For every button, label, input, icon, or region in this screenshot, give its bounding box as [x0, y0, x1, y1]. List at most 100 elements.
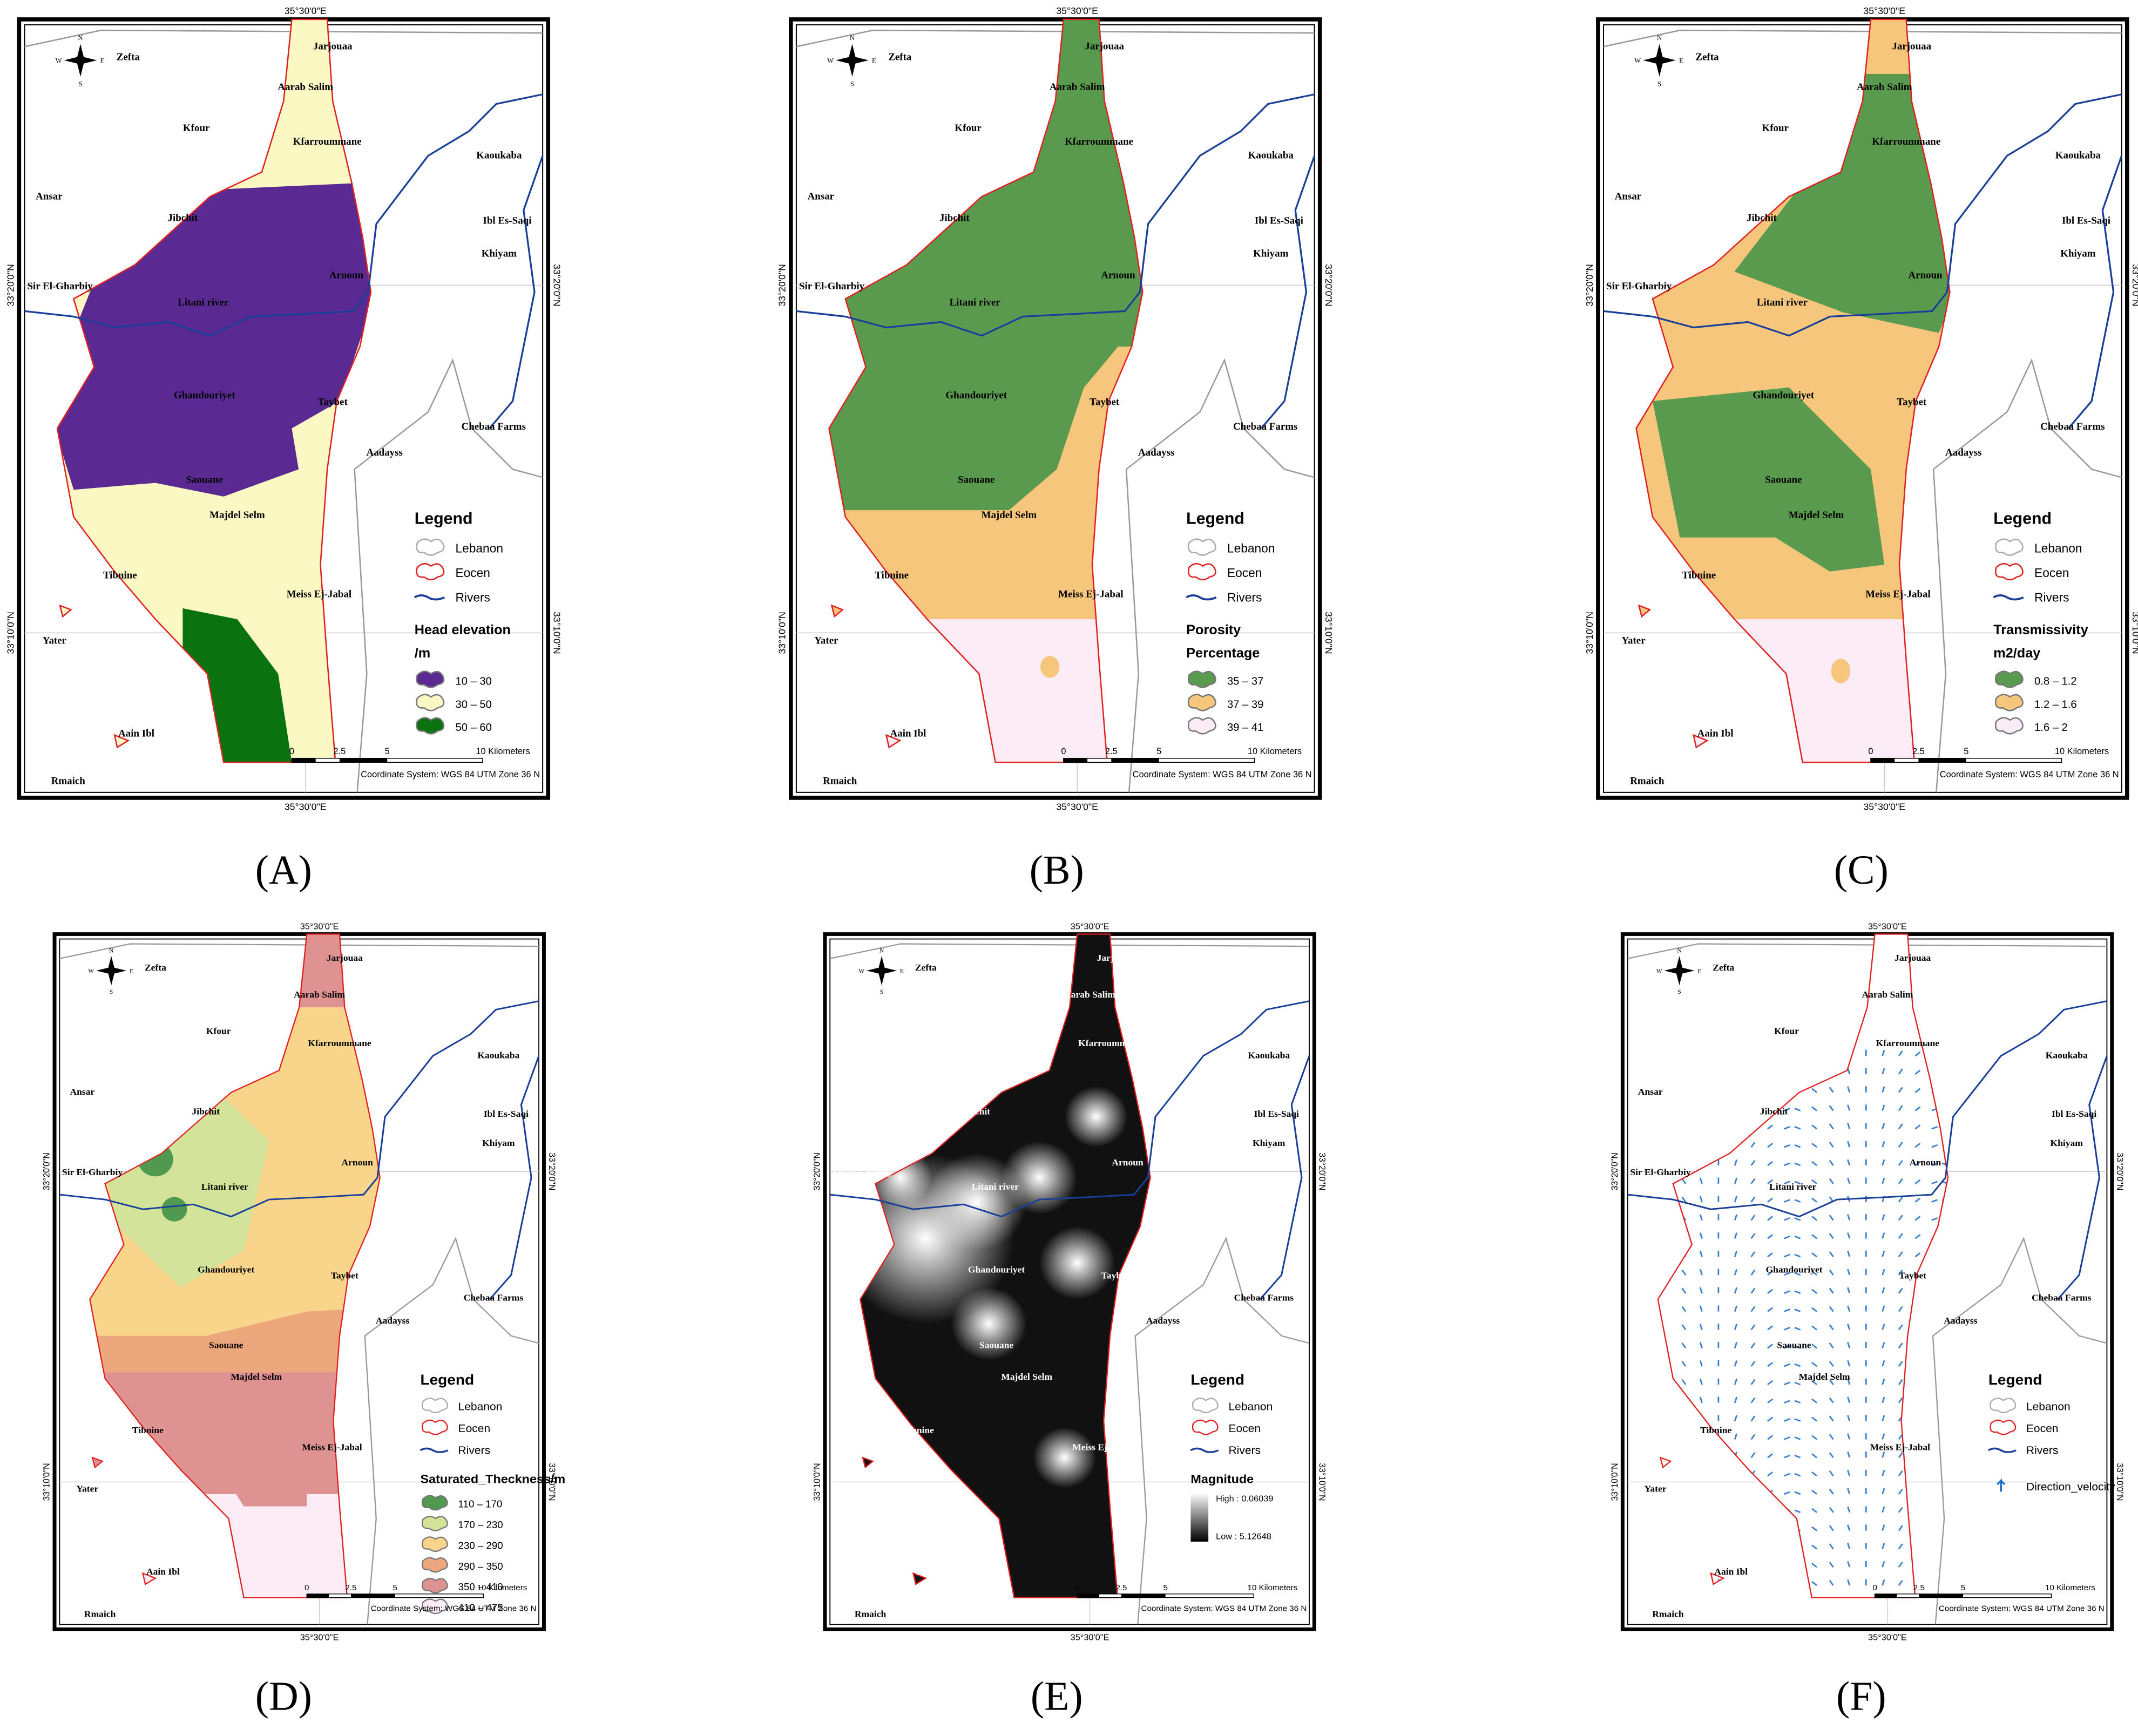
scale-bar — [339, 758, 388, 763]
arrow — [1734, 1433, 1738, 1440]
place-name: Sir El-Gharbiy — [62, 1167, 123, 1177]
place-name: Ghandouriyet — [1765, 1265, 1822, 1275]
compass-letter: E — [900, 968, 904, 975]
place-name: Meiss Ej-Jabal — [1865, 589, 1930, 600]
zone — [1734, 73, 1950, 333]
compass-letter: E — [130, 968, 133, 975]
arrow — [1811, 1380, 1817, 1386]
arrow — [1898, 1123, 1903, 1130]
arrow — [1829, 1397, 1834, 1403]
arrow — [1829, 1251, 1834, 1257]
glow — [1001, 1141, 1078, 1215]
place-name: Aadayss — [1138, 447, 1174, 458]
arrow — [1811, 1307, 1817, 1312]
arrow — [1811, 1088, 1817, 1093]
arrow — [1811, 1143, 1817, 1148]
arrow — [1847, 1433, 1851, 1440]
place-name: Litani river — [201, 1182, 248, 1192]
legend-swatch — [1187, 694, 1216, 711]
legend-swatch — [1990, 1398, 2017, 1413]
legend-item: Eocen — [1227, 566, 1262, 580]
legend-swatch — [1192, 1398, 1219, 1413]
scale-label: 5 — [1964, 747, 1968, 756]
arrow — [1829, 1306, 1834, 1312]
legend-swatch — [416, 717, 445, 735]
arrow — [1914, 1088, 1921, 1093]
arrow — [1750, 1434, 1756, 1440]
place-name: Yater — [1645, 1484, 1667, 1494]
legend-item: Eocen — [2026, 1422, 2059, 1435]
legend-heading: /m — [415, 646, 430, 661]
arrow — [1882, 1123, 1885, 1129]
legend-item: Rivers — [2026, 1445, 2059, 1457]
place-name: Kfarroummane — [1065, 136, 1133, 147]
place-name: Arnoun — [1101, 270, 1135, 281]
place-name: Sir El-Gharbiy — [1606, 281, 1672, 292]
legend-class: 50 – 60 — [456, 722, 492, 734]
arrow — [1898, 1361, 1903, 1367]
place-name: Kfour — [206, 1026, 231, 1036]
arrow — [1767, 1289, 1774, 1294]
place-name: Rmaich — [823, 776, 857, 787]
lon-label: 35°30'0"E — [1863, 802, 1905, 812]
arrow — [1931, 1144, 1938, 1148]
place-name: Arnoun — [341, 1157, 373, 1168]
place-name: Kfarroummane — [308, 1038, 371, 1048]
arrow — [1811, 1179, 1817, 1184]
arrow — [1699, 1269, 1703, 1276]
place-name: Aadayss — [1944, 1315, 1978, 1326]
map-panel: Zefta Jarjouaa Aarab Salim Kfour Kfarroumman… — [1610, 922, 2125, 1643]
legend-item: Rivers — [1227, 590, 1262, 604]
panel-label: (C) — [1834, 847, 1889, 893]
arrow — [1767, 1252, 1774, 1258]
place-name: Ghandouriyet — [968, 1265, 1025, 1275]
arrow — [1783, 1454, 1790, 1459]
arrow — [1699, 1360, 1703, 1367]
arrow — [1699, 1232, 1703, 1239]
place-name: Aarab Salim — [294, 989, 346, 1000]
legend-title: Legend — [1190, 1371, 1244, 1387]
place-name: Ibl Es-Saqi — [2062, 215, 2110, 227]
arrow — [1767, 1124, 1774, 1130]
scale-label: 2.5 — [1105, 747, 1118, 756]
arrow — [1882, 1396, 1885, 1403]
arrow — [1898, 1397, 1903, 1403]
arrow — [1783, 1235, 1790, 1239]
legend-swatch — [421, 1598, 448, 1615]
arrow — [1699, 1324, 1703, 1330]
eocene-outline — [1635, 18, 1951, 763]
arrow — [1767, 1325, 1774, 1331]
arrow — [1750, 1159, 1756, 1166]
arrow — [1734, 1342, 1738, 1348]
arrow — [1829, 1580, 1834, 1586]
lat-label: 33°20'0"N — [5, 264, 16, 307]
arrow — [1829, 1379, 1834, 1385]
arrow — [1914, 1252, 1921, 1258]
scale-label: 5 — [1961, 1583, 1965, 1592]
legend-class: 230 – 290 — [458, 1540, 503, 1551]
compass-letter: N — [78, 34, 83, 42]
arrow — [1767, 1143, 1774, 1148]
arrow — [1794, 1327, 1801, 1331]
legend-item: Direction_velocity — [2026, 1481, 2115, 1493]
place-name: Ghandouriyet — [945, 390, 1007, 401]
scale-label: 10 Kilometers — [2055, 747, 2109, 756]
lat-label: 33°20'0"N — [2130, 264, 2138, 307]
compass-letter: W — [858, 968, 864, 975]
arrow — [1898, 1050, 1903, 1056]
place-name: Chebaa Farms — [2040, 421, 2105, 432]
lat-label: 33°20'0"N — [42, 1152, 51, 1190]
legend-swatch — [421, 1536, 448, 1552]
legend-swatch — [1192, 1419, 1219, 1435]
arrow — [1847, 1141, 1851, 1148]
place-name: Tibnine — [1682, 569, 1716, 581]
arrow — [1829, 1525, 1834, 1531]
place-name: Arnoun — [1112, 1157, 1144, 1168]
arrow — [1783, 1400, 1790, 1404]
legend-swatch — [1187, 538, 1216, 556]
eocene-outline — [828, 18, 1144, 763]
place-name: Tibnine — [132, 1425, 164, 1435]
arrow — [1734, 1232, 1738, 1239]
arrow — [1847, 1324, 1851, 1330]
